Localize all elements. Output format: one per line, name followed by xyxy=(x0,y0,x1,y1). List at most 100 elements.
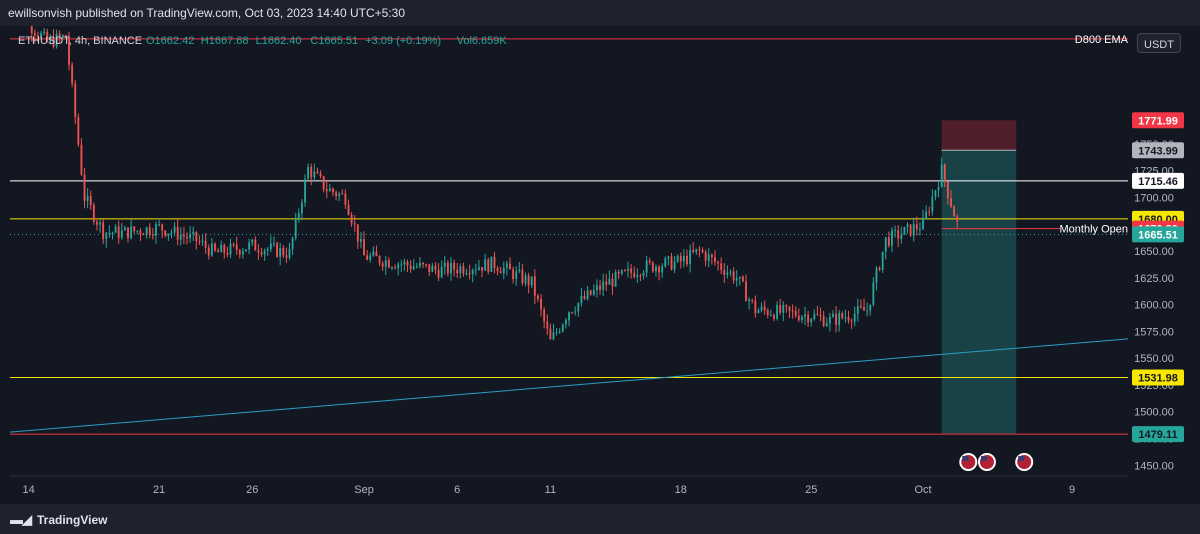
candle[interactable] xyxy=(561,324,564,332)
candle[interactable] xyxy=(456,269,459,274)
candle[interactable] xyxy=(872,282,875,305)
candle[interactable] xyxy=(555,331,558,333)
candle[interactable] xyxy=(241,251,244,255)
candle[interactable] xyxy=(878,268,881,270)
candle[interactable] xyxy=(835,314,838,325)
candle[interactable] xyxy=(288,248,291,258)
candle[interactable] xyxy=(344,193,347,205)
candle[interactable] xyxy=(689,249,692,265)
candle[interactable] xyxy=(419,262,421,267)
candle[interactable] xyxy=(415,266,418,268)
candle[interactable] xyxy=(856,306,859,314)
candlestick-chart[interactable]: 1450.001475.001500.001525.001550.001575.… xyxy=(0,26,1200,504)
candle[interactable] xyxy=(297,213,300,219)
candle[interactable] xyxy=(552,332,555,340)
candle[interactable] xyxy=(509,263,511,270)
candle[interactable] xyxy=(515,271,518,280)
candle[interactable] xyxy=(356,224,359,242)
candle[interactable] xyxy=(564,320,567,325)
candle[interactable] xyxy=(446,262,449,274)
candle[interactable] xyxy=(332,188,334,193)
candle[interactable] xyxy=(679,255,682,262)
candle[interactable] xyxy=(304,178,306,203)
candle[interactable] xyxy=(465,273,468,275)
candle[interactable] xyxy=(915,224,918,230)
candle[interactable] xyxy=(906,224,909,228)
candle[interactable] xyxy=(891,230,893,246)
candle[interactable] xyxy=(773,315,775,319)
candle[interactable] xyxy=(505,263,508,268)
candle[interactable] xyxy=(102,222,105,240)
candle[interactable] xyxy=(692,249,695,252)
candle[interactable] xyxy=(611,278,614,287)
candle[interactable] xyxy=(33,33,36,36)
candle[interactable] xyxy=(347,204,350,215)
candle[interactable] xyxy=(366,255,369,260)
candle[interactable] xyxy=(384,260,387,267)
candle[interactable] xyxy=(207,247,210,256)
candle[interactable] xyxy=(543,309,546,322)
candle[interactable] xyxy=(502,267,505,274)
candle[interactable] xyxy=(956,216,959,222)
candle[interactable] xyxy=(83,174,86,201)
position-stop-zone[interactable] xyxy=(941,120,1017,151)
candle[interactable] xyxy=(850,320,853,322)
candle[interactable] xyxy=(46,31,49,42)
candle[interactable] xyxy=(232,243,235,245)
candle[interactable] xyxy=(61,35,64,37)
candle[interactable] xyxy=(99,222,101,225)
candle[interactable] xyxy=(120,230,123,238)
candle[interactable] xyxy=(484,259,487,271)
candle[interactable] xyxy=(950,197,952,207)
candle[interactable] xyxy=(540,298,542,310)
candle[interactable] xyxy=(111,232,114,234)
candle[interactable] xyxy=(468,273,471,275)
candle[interactable] xyxy=(642,272,645,276)
candle[interactable] xyxy=(151,234,154,236)
candle[interactable] xyxy=(943,164,946,182)
candle[interactable] xyxy=(673,261,676,270)
candle[interactable] xyxy=(580,295,583,304)
candle[interactable] xyxy=(245,249,247,252)
candle[interactable] xyxy=(229,243,232,255)
candle[interactable] xyxy=(471,270,474,275)
candle[interactable] xyxy=(816,313,819,315)
candle[interactable] xyxy=(577,303,580,312)
candle[interactable] xyxy=(189,233,192,239)
candle[interactable] xyxy=(714,257,716,263)
candle[interactable] xyxy=(338,193,341,197)
candle[interactable] xyxy=(537,295,539,299)
candle[interactable] xyxy=(894,230,897,232)
candle[interactable] xyxy=(859,306,862,308)
candle[interactable] xyxy=(89,196,92,206)
candle[interactable] xyxy=(412,266,415,270)
candle[interactable] xyxy=(300,202,303,214)
candle[interactable] xyxy=(462,266,465,274)
candle[interactable] xyxy=(459,266,462,274)
candle[interactable] xyxy=(217,250,220,253)
candle[interactable] xyxy=(745,281,747,302)
candle[interactable] xyxy=(813,313,816,320)
candle[interactable] xyxy=(170,232,173,234)
candle[interactable] xyxy=(754,300,757,314)
candle[interactable] xyxy=(602,281,605,290)
candle[interactable] xyxy=(164,230,167,236)
candle[interactable] xyxy=(925,211,928,218)
candle[interactable] xyxy=(608,278,611,285)
candle[interactable] xyxy=(127,227,129,239)
candle[interactable] xyxy=(307,166,310,179)
candle[interactable] xyxy=(86,196,89,201)
candle[interactable] xyxy=(359,239,362,242)
candle[interactable] xyxy=(142,234,145,236)
candle[interactable] xyxy=(779,305,782,313)
candle[interactable] xyxy=(633,272,636,278)
candle[interactable] xyxy=(114,226,117,233)
candle[interactable] xyxy=(568,312,570,321)
candle[interactable] xyxy=(279,247,282,257)
candle[interactable] xyxy=(58,33,61,37)
candle[interactable] xyxy=(599,285,601,290)
candle[interactable] xyxy=(723,269,726,275)
candle[interactable] xyxy=(319,173,322,177)
candle[interactable] xyxy=(220,245,223,253)
candle[interactable] xyxy=(133,226,136,232)
